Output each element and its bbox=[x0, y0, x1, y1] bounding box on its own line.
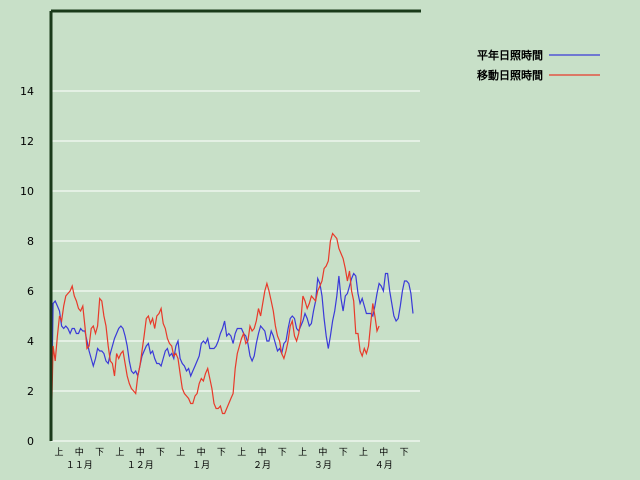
legend-label: 移動日照時間 bbox=[477, 68, 543, 82]
x-period-label: 上 bbox=[237, 447, 246, 458]
grid-lines bbox=[51, 90, 420, 442]
series-line-1 bbox=[50, 232, 380, 442]
x-month-label: ２月 bbox=[253, 460, 271, 471]
x-period-label: 下 bbox=[400, 448, 409, 458]
x-month-label: ３月 bbox=[314, 460, 332, 471]
x-period-label: 中 bbox=[379, 446, 388, 458]
series-lines bbox=[50, 232, 414, 442]
x-period-label: 中 bbox=[257, 446, 266, 458]
y-tick-label: 0 bbox=[27, 435, 34, 448]
x-month-label: １月 bbox=[192, 460, 210, 471]
y-tick-label: 4 bbox=[27, 335, 34, 348]
x-period-label: 上 bbox=[54, 447, 63, 458]
x-period-label: 上 bbox=[115, 447, 124, 458]
plot-area bbox=[51, 11, 420, 441]
x-month-label: １１月 bbox=[66, 460, 93, 471]
y-tick-label: 12 bbox=[20, 135, 34, 148]
x-month-label: ４月 bbox=[375, 460, 393, 471]
series-line-0 bbox=[50, 272, 414, 442]
x-period-label: 中 bbox=[136, 446, 145, 458]
y-tick-label: 14 bbox=[20, 85, 34, 98]
x-period-label: 下 bbox=[156, 448, 165, 458]
x-period-label: 上 bbox=[298, 447, 307, 458]
x-period-label: 上 bbox=[176, 447, 185, 458]
y-axis-ticks: 0 2 4 6 8 10 12 14 bbox=[20, 85, 34, 448]
x-period-label: 中 bbox=[75, 446, 84, 458]
x-period-label: 中 bbox=[197, 446, 206, 458]
x-period-label: 下 bbox=[278, 448, 287, 458]
x-period-label: 中 bbox=[318, 446, 327, 458]
y-tick-label: 8 bbox=[27, 235, 34, 248]
x-period-label: 下 bbox=[339, 448, 348, 458]
y-tick-label: 10 bbox=[20, 185, 34, 198]
y-tick-label: 6 bbox=[27, 285, 34, 298]
x-period-label: 下 bbox=[217, 448, 226, 458]
x-period-label: 上 bbox=[359, 447, 368, 458]
legend-label: 平年日照時間 bbox=[477, 48, 543, 62]
x-axis-ticks: 上中下上中下上中下上中下上中下上中下１１月 １２月 １月 ２月 ３月 ４月 bbox=[54, 446, 408, 471]
x-month-label: １２月 bbox=[127, 460, 154, 471]
x-period-label: 下 bbox=[95, 448, 104, 458]
y-tick-label: 2 bbox=[27, 385, 34, 398]
